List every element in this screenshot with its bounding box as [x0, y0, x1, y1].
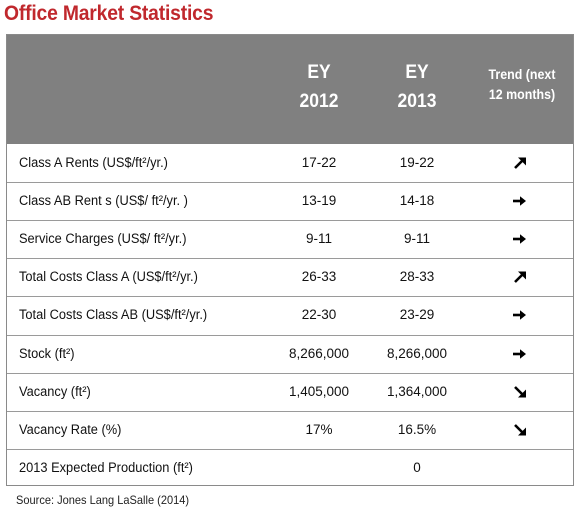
value-2013: 16.5%	[397, 421, 437, 437]
header-ey-2013-line2: 2013	[397, 91, 437, 112]
value-2012: 17-22	[301, 155, 337, 170]
header-trend-line1: Trend (next	[488, 67, 556, 82]
office-statistics-table: EY 2012 EY 2013 Trend (next 12 months) C…	[6, 34, 574, 486]
arrow-right-icon	[513, 310, 526, 321]
arrow-up-right-icon	[514, 157, 526, 169]
table-row: Vacancy Rate (%) 17% 16.5%	[7, 411, 573, 449]
row-divider	[7, 334, 573, 336]
value-2013: 0	[413, 459, 421, 475]
value-2013: 28-33	[399, 269, 435, 285]
arrow-down-right-icon	[514, 423, 526, 436]
row-label: Class A Rents (US$/ft²/yr.)	[19, 155, 168, 170]
row-label: Service Charges (US$/ ft²/yr.)	[19, 231, 187, 247]
table-row: Service Charges (US$/ ft²/yr.) 9-11 9-11	[7, 220, 573, 258]
table-header: EY 2012 EY 2013 Trend (next 12 months)	[7, 35, 573, 144]
page-title: Office Market Statistics	[4, 2, 214, 25]
value-2013: 9-11	[403, 231, 431, 247]
value-2012: 26-33	[301, 269, 337, 285]
row-label: Class AB Rent s (US$/ ft²/yr. )	[19, 193, 188, 209]
row-label: Total Costs Class A (US$/ft²/yr.)	[19, 269, 198, 285]
header-trend-line2: 12 months)	[488, 87, 556, 102]
row-divider	[7, 182, 573, 184]
value-2013: 14-18	[399, 193, 435, 209]
table-row: Total Costs Class A (US$/ft²/yr.) 26-33 28…	[7, 258, 573, 296]
value-2012: 1,405,000	[288, 383, 350, 399]
header-ey-2013: EY 2013	[376, 58, 459, 116]
value-2012: 13-19	[301, 193, 337, 209]
arrow-right-icon	[513, 196, 526, 206]
arrow-up-right-icon	[514, 271, 526, 284]
row-divider	[7, 372, 573, 374]
header-ey-2012-line2: 2012	[299, 91, 339, 112]
row-label: Total Costs Class AB (US$/ft²/yr.)	[19, 307, 208, 323]
source-note: Source: Jones Lang LaSalle (2014)	[16, 493, 190, 507]
row-label: 2013 Expected Production (ft²)	[19, 459, 193, 475]
header-trend: Trend (next 12 months)	[471, 65, 572, 105]
row-label: Stock (ft²)	[19, 345, 75, 361]
value-2012: 17%	[305, 421, 333, 437]
row-divider	[7, 220, 573, 222]
table-row: Total Costs Class AB (US$/ft²/yr.) 22-30 2…	[7, 296, 573, 334]
arrow-right-icon	[513, 348, 526, 359]
row-divider	[7, 296, 573, 298]
value-2012: 22-30	[301, 307, 337, 323]
value-2012: 8,266,000	[288, 345, 350, 361]
value-2012: 9-11	[305, 231, 333, 247]
value-2013: 1,364,000	[386, 383, 448, 399]
row-divider	[7, 448, 573, 450]
arrow-down-right-icon	[514, 385, 526, 398]
table-row: Vacancy (ft²) 1,405,000 1,364,000	[7, 373, 573, 411]
value-2013: 19-22	[399, 155, 435, 170]
value-2013: 8,266,000	[386, 345, 448, 361]
row-divider	[7, 410, 573, 412]
row-label: Vacancy (ft²)	[19, 383, 91, 399]
arrow-right-icon	[513, 234, 526, 244]
table-row: 2013 Expected Production (ft²) 0	[7, 449, 573, 487]
row-label: Vacancy Rate (%)	[19, 421, 122, 437]
row-divider	[7, 258, 573, 260]
table-row: Stock (ft²) 8,266,000 8,266,000	[7, 335, 573, 373]
table-row: Class A Rents (US$/ft²/yr.) 17-22 19-22	[7, 144, 573, 182]
header-ey-2012-line1: EY	[307, 62, 331, 83]
header-ey-2013-line1: EY	[405, 62, 429, 83]
table-row: Class AB Rent s (US$/ ft²/yr. ) 13-19 14-1…	[7, 182, 573, 220]
header-ey-2012: EY 2012	[278, 58, 361, 116]
value-2013: 23-29	[399, 307, 435, 323]
